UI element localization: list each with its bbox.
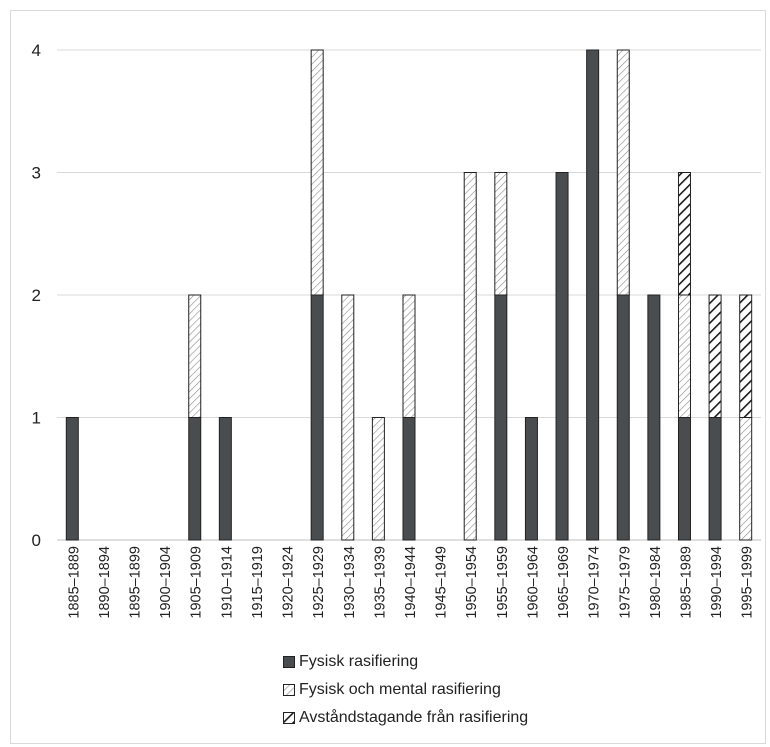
legend-label: Fysisk och mental rasifiering bbox=[299, 681, 501, 698]
bar-segment bbox=[739, 417, 753, 541]
legend-item-avstandstagande: Avståndstagande från rasifiering bbox=[283, 704, 528, 732]
stacked-bar-chart: 0 1 2 3 4 1885–1889 1890–1894 1895–1899 1900–19… bbox=[32, 41, 761, 619]
x-tick-label: 1895–1899 bbox=[128, 546, 144, 619]
bar-segment bbox=[188, 294, 202, 418]
x-tick-label: 1990–1994 bbox=[709, 546, 725, 619]
legend-label: Fysisk rasifiering bbox=[299, 653, 419, 670]
bar-segment bbox=[555, 172, 569, 541]
x-tick-label: 1885–1889 bbox=[66, 546, 82, 619]
bar-segment bbox=[616, 49, 630, 296]
bar-segment bbox=[677, 172, 691, 296]
legend-item-fysisk: Fysisk rasifiering bbox=[283, 648, 528, 676]
bar-segment bbox=[708, 294, 722, 418]
x-tick-label: 1955–1959 bbox=[495, 546, 511, 619]
x-tick-label: 1995–1999 bbox=[740, 546, 756, 619]
x-tick-label: 1890–1894 bbox=[97, 546, 113, 619]
bars bbox=[65, 49, 753, 541]
bar-segment bbox=[310, 294, 324, 541]
y-axis-ticks: 0 1 2 3 4 bbox=[32, 41, 41, 550]
bar-segment bbox=[494, 172, 508, 296]
x-tick-label: 1910–1914 bbox=[219, 546, 235, 619]
x-tick-label: 1920–1924 bbox=[281, 546, 297, 619]
x-tick-label: 1935–1939 bbox=[372, 546, 388, 619]
bar-segment bbox=[647, 294, 661, 541]
bar-segment bbox=[739, 294, 753, 418]
x-tick-label: 1945–1949 bbox=[434, 546, 450, 619]
bar-segment bbox=[310, 49, 324, 296]
x-tick-label: 1960–1964 bbox=[525, 546, 541, 619]
x-tick-label: 1950–1954 bbox=[464, 546, 480, 619]
bar-segment bbox=[677, 417, 691, 541]
y-tick-label: 0 bbox=[32, 531, 41, 550]
x-tick-label: 1900–1904 bbox=[158, 546, 174, 619]
y-tick-label: 3 bbox=[32, 164, 41, 183]
y-tick-label: 2 bbox=[32, 286, 41, 305]
bar-segment bbox=[371, 417, 385, 541]
legend: Fysisk rasifiering Fysisk och mental ras… bbox=[283, 648, 528, 732]
x-tick-label: 1970–1974 bbox=[587, 546, 603, 619]
bar-segment bbox=[494, 294, 508, 541]
bar-segment bbox=[708, 417, 722, 541]
legend-swatch-light-hatch bbox=[283, 684, 295, 696]
bar-segment bbox=[616, 294, 630, 541]
bar-segment bbox=[65, 417, 79, 541]
x-tick-label: 1975–1979 bbox=[617, 546, 633, 619]
bar-segment bbox=[402, 294, 416, 418]
bar-segment bbox=[524, 417, 538, 541]
bar-segment bbox=[586, 49, 600, 541]
y-tick-label: 1 bbox=[32, 409, 41, 428]
x-tick-label: 1925–1929 bbox=[311, 546, 327, 619]
x-tick-label: 1930–1934 bbox=[342, 546, 358, 619]
bar-segment bbox=[677, 294, 691, 418]
x-tick-label: 1940–1944 bbox=[403, 546, 419, 619]
x-tick-label: 1905–1909 bbox=[189, 546, 205, 619]
bar-segment bbox=[188, 417, 202, 541]
chart-frame: 0 1 2 3 4 1885–1889 1890–1894 1895–1899 1900–19… bbox=[10, 10, 766, 744]
y-tick-label: 4 bbox=[32, 41, 41, 60]
legend-item-fysisk-mental: Fysisk och mental rasifiering bbox=[283, 676, 528, 704]
bar-segment bbox=[218, 417, 232, 541]
legend-label: Avståndstagande från rasifiering bbox=[299, 709, 529, 726]
bar-segment bbox=[341, 294, 355, 541]
x-tick-label: 1980–1984 bbox=[648, 546, 664, 619]
legend-swatch-dark-hatch bbox=[283, 712, 295, 724]
x-tick-label: 1985–1989 bbox=[678, 546, 694, 619]
x-tick-label: 1915–1919 bbox=[250, 546, 266, 619]
x-axis-ticks: 1885–1889 1890–1894 1895–1899 1900–1904 1905… bbox=[66, 546, 755, 619]
x-tick-label: 1965–1969 bbox=[556, 546, 572, 619]
legend-swatch-solid bbox=[283, 656, 295, 668]
bar-segment bbox=[402, 417, 416, 541]
bar-segment bbox=[463, 172, 477, 541]
